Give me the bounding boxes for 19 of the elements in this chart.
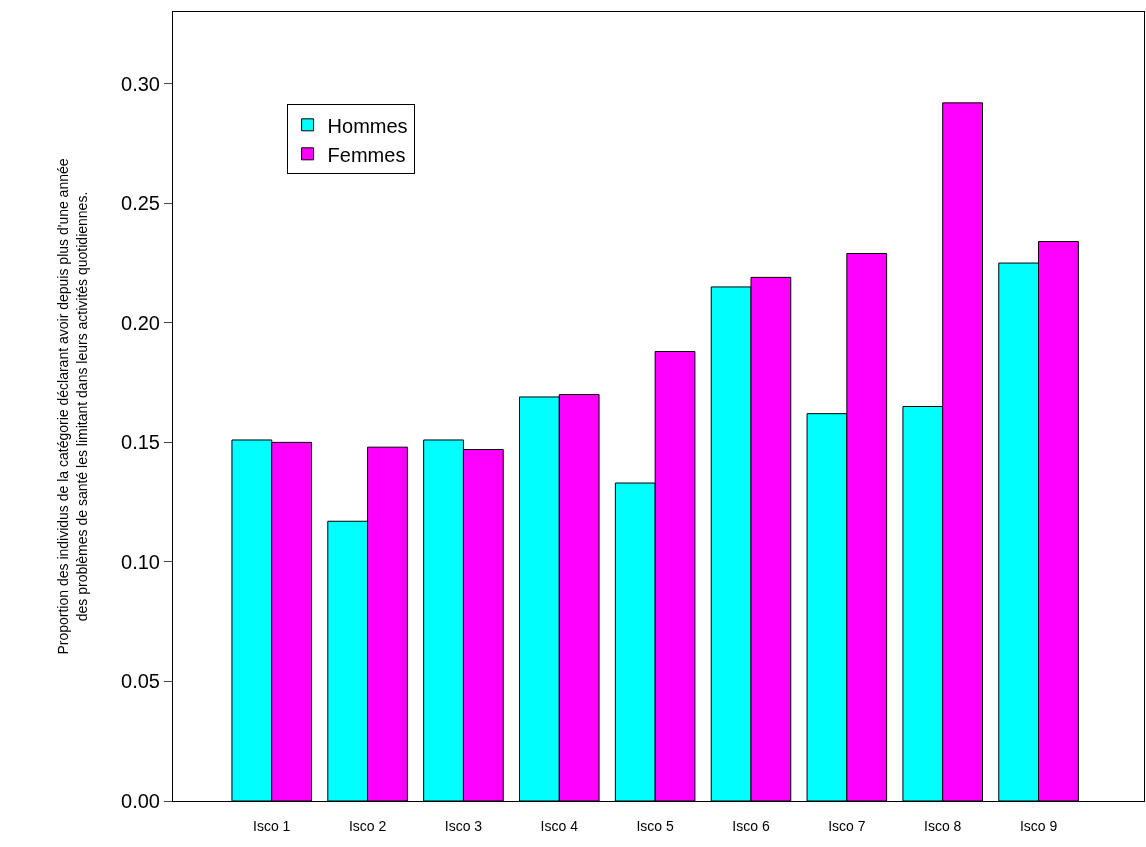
y-tick-label: 0.10 bbox=[121, 550, 160, 573]
y-tick-label: 0.05 bbox=[121, 670, 160, 693]
legend-label: Femmes bbox=[327, 143, 406, 166]
y-tick-label: 0.30 bbox=[121, 72, 160, 95]
x-tick-label: Isco 5 bbox=[636, 817, 675, 834]
x-tick-label: Isco 4 bbox=[540, 817, 579, 834]
x-tick-label: Isco 8 bbox=[924, 817, 962, 834]
x-tick-label: Isco 6 bbox=[732, 817, 770, 834]
x-tick-label: Isco 2 bbox=[348, 817, 387, 834]
y-tick-label: 0.00 bbox=[121, 790, 160, 812]
x-tick-label: Isco 1 bbox=[253, 817, 291, 834]
x-tick-label: Isco 9 bbox=[1019, 817, 1058, 834]
x-tick-label: Isco 3 bbox=[444, 817, 483, 834]
y-tick-label: 0.20 bbox=[121, 311, 160, 334]
x-tick-label: Isco 7 bbox=[828, 817, 866, 834]
y-axis-title: Proportion des individus de la catégorie déclarant avoir depuis plus d'une année des problèmes de santé les limitant dans leurs activités quotidiennes. bbox=[55, 158, 90, 655]
y-tick-label: 0.15 bbox=[121, 431, 160, 454]
legend-label: Hommes bbox=[327, 114, 408, 137]
y-tick-label: 0.25 bbox=[121, 192, 160, 215]
